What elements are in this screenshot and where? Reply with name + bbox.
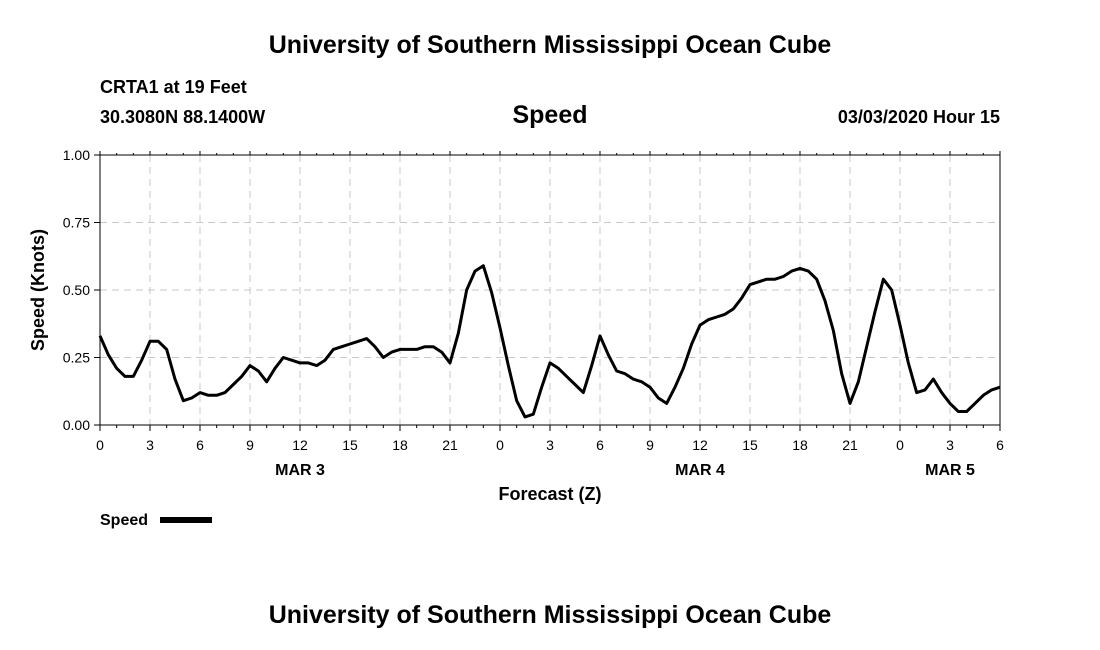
x-tick-label: 18 bbox=[792, 437, 808, 453]
x-tick-label: 0 bbox=[896, 437, 904, 453]
y-tick-label: 0.50 bbox=[63, 282, 90, 298]
x-tick-label: 12 bbox=[692, 437, 708, 453]
page-title: University of Southern Mississippi Ocean… bbox=[268, 31, 832, 59]
x-tick-label: 21 bbox=[842, 437, 858, 453]
x-axis-label: Forecast (Z) bbox=[498, 484, 601, 504]
y-tick-label: 1.00 bbox=[63, 147, 90, 163]
y-tick-label: 0.75 bbox=[63, 215, 90, 231]
footer-title: University of Southern Mississippi Ocean… bbox=[268, 601, 832, 629]
x-tick-label: 6 bbox=[196, 437, 204, 453]
legend-label: Speed bbox=[100, 512, 148, 529]
x-tick-label: 21 bbox=[442, 437, 458, 453]
series-layer bbox=[98, 264, 1001, 419]
axis-layer: 0.00 0.25 0.50 0.75 1.00 0 3 6 9 12 15 18 21 0 3 6 9 12 15… bbox=[63, 147, 1004, 479]
y-axis-label: Speed (Knots) bbox=[28, 229, 48, 351]
x-tick-label: 6 bbox=[596, 437, 604, 453]
x-tick-label: 3 bbox=[546, 437, 554, 453]
x-tick-label: 3 bbox=[946, 437, 954, 453]
x-tick-label: 15 bbox=[342, 437, 358, 453]
x-tick-label: 6 bbox=[996, 437, 1004, 453]
x-tick-label: 18 bbox=[392, 437, 408, 453]
x-tick-label: 12 bbox=[292, 437, 308, 453]
grid-layer bbox=[100, 155, 1000, 425]
chart-title: Speed bbox=[512, 101, 588, 129]
x-tick-label: 3 bbox=[146, 437, 154, 453]
station-label: CRTA1 at 19 Feet bbox=[100, 77, 247, 97]
date-label: MAR 5 bbox=[925, 462, 975, 479]
date-label: MAR 3 bbox=[275, 462, 325, 479]
x-tick-label: 9 bbox=[646, 437, 654, 453]
x-tick-label: 0 bbox=[496, 437, 504, 453]
x-tick-label: 15 bbox=[742, 437, 758, 453]
forecast-datetime: 03/03/2020 Hour 15 bbox=[837, 107, 1000, 127]
x-tick-label: 9 bbox=[246, 437, 254, 453]
series-line-speed bbox=[98, 264, 1001, 419]
y-tick-label: 0.00 bbox=[63, 417, 90, 433]
x-tick-label: 0 bbox=[96, 437, 104, 453]
y-tick-label: 0.25 bbox=[63, 350, 90, 366]
station-coordinates: 30.3080N 88.1400W bbox=[100, 107, 266, 127]
date-label: MAR 4 bbox=[675, 462, 725, 479]
